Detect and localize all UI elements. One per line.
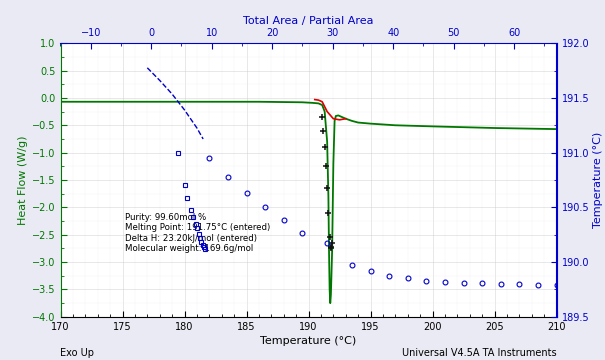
X-axis label: Total Area / Partial Area: Total Area / Partial Area: [243, 16, 374, 26]
Text: Exo Up: Exo Up: [60, 348, 94, 358]
Y-axis label: Temperature (°C): Temperature (°C): [594, 132, 603, 228]
Text: Purity: 99.60mol %
Melting Point: 191.75°C (entered)
Delta H: 23.20kJ/mol (enter: Purity: 99.60mol % Melting Point: 191.75…: [125, 213, 270, 253]
Y-axis label: Heat Flow (W/g): Heat Flow (W/g): [18, 135, 28, 225]
Text: Universal V4.5A TA Instruments: Universal V4.5A TA Instruments: [402, 348, 557, 358]
X-axis label: Temperature (°C): Temperature (°C): [260, 336, 357, 346]
